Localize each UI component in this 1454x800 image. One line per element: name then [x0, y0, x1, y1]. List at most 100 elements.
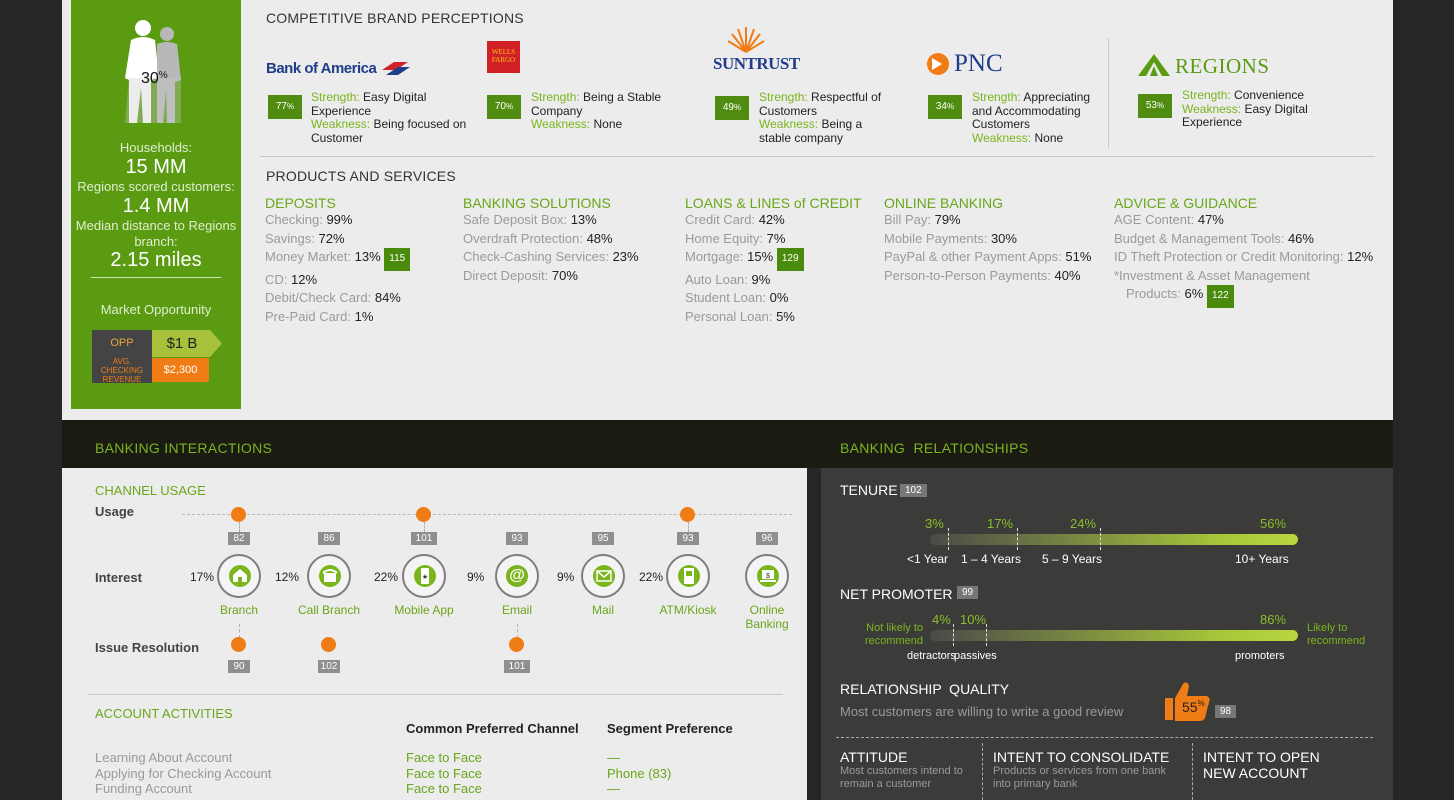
mobile-icon: ★ [414, 565, 436, 587]
svg-text:$: $ [766, 573, 770, 580]
index-badge: 122 [1206, 285, 1234, 308]
likely-label: Likely to recommend [1307, 622, 1366, 647]
issue-score: 90 [228, 660, 250, 673]
list-item: Credit Card: 42% [685, 212, 785, 227]
regions-logo: Regions [1175, 54, 1270, 78]
list-item: Debit/Check Card: 84% [265, 290, 401, 306]
banking-solutions-title: BANKING SOLUTIONS [463, 195, 611, 211]
channel-mail[interactable] [581, 554, 625, 598]
column-header-segment: Segment Preference [607, 721, 733, 736]
list-item: Money Market: 13% 115 [265, 248, 411, 271]
divider [88, 694, 783, 695]
connector [517, 624, 518, 638]
atm-icon [678, 565, 700, 587]
usage-label: Usage [95, 504, 135, 519]
channel-label: Call Branch [297, 603, 361, 617]
list-item: Checking: 99% [265, 212, 353, 227]
tick [1017, 528, 1018, 550]
market-summary-panel: 30% Households: 15 MM Regions scored cus… [71, 0, 241, 409]
interactions-title: BANKING INTERACTIONS [95, 440, 273, 456]
suntrust-logo: SunTrust [713, 54, 800, 73]
channel-usage-title: CHANNEL USAGE [95, 483, 206, 498]
opp-arrow [152, 330, 222, 357]
households-value: 15 MM [125, 156, 187, 178]
products-title: PRODUCTS AND SERVICES [266, 168, 456, 184]
promoter-label: passives [954, 650, 997, 662]
interest-percent: 22% [374, 570, 399, 584]
list-item: AGE Content: 47% [1114, 212, 1224, 227]
tenure-value: 56% [1260, 516, 1287, 531]
tenure-label: 10+ Years [1235, 552, 1289, 566]
issue-score: 101 [504, 660, 530, 673]
account-activities-title: ACCOUNT ACTIVITIES [95, 706, 233, 721]
distance-label: Median distance to Regions branch: [75, 218, 237, 249]
channel-branch[interactable] [217, 554, 261, 598]
tenure-value: 24% [1070, 516, 1097, 531]
opp-value: $1 B [166, 335, 198, 352]
channel-call-branch[interactable] [307, 554, 351, 598]
quality-value: 55% [1182, 699, 1205, 715]
table-cell: — [607, 781, 620, 796]
promoter-value: 86% [1260, 612, 1287, 627]
net-promoter-title: NET PROMOTER [840, 586, 953, 602]
divider [1108, 38, 1109, 148]
list-item: ID Theft Protection or Credit Monitoring… [1114, 249, 1374, 265]
usage-score: 101 [411, 532, 437, 545]
channel-mobile-app[interactable]: ★ [402, 554, 446, 598]
column-header-channel: Common Preferred Channel [406, 721, 579, 736]
branch-icon [229, 565, 251, 587]
bank-of-america-logo: Bank of America [266, 60, 377, 77]
brand-perceptions-title: COMPETITIVE BRAND PERCEPTIONS [266, 10, 524, 26]
promoter-value: 10% [960, 612, 987, 627]
table-cell: — [607, 750, 620, 765]
list-item: Person-to-Person Payments: 40% [884, 267, 1081, 283]
list-item: Home Equity: 7% [685, 230, 786, 246]
attitude-text: Most customers intend to remain a custom… [840, 765, 963, 790]
divider [1192, 743, 1193, 800]
distance-value: 2.15 miles [110, 249, 202, 271]
divider [982, 743, 983, 800]
channel-label: Branch [219, 603, 259, 617]
tick [1100, 528, 1101, 550]
table-row: Learning About Account [95, 750, 233, 765]
connector [239, 522, 240, 532]
pnc-logo: PNC [954, 50, 1003, 77]
top-panel [62, 0, 1393, 420]
activities-segments: — Phone (83) — [607, 750, 671, 797]
channel-atm-kiosk[interactable] [666, 554, 710, 598]
channel-label: ATM/Kiosk [659, 603, 717, 617]
pnc-score: 34% [928, 95, 962, 119]
bofa-score: 77% [268, 95, 302, 119]
channel-email[interactable]: @ [495, 554, 539, 598]
channel-online-banking[interactable]: $ [745, 554, 789, 598]
tenure-label: 5 – 9 Years [1042, 552, 1103, 566]
people-silhouette-icon [125, 20, 181, 123]
regions-logo-icon [1138, 54, 1170, 76]
regions-score: 53% [1138, 94, 1172, 118]
promoter-bar [930, 630, 1298, 641]
wells-score: 70% [487, 95, 521, 119]
table-cell: Face to Face [406, 765, 482, 781]
svg-text:★: ★ [422, 573, 428, 581]
connector [688, 522, 689, 532]
tick [953, 624, 954, 646]
scored-value: 1.4 MM [122, 195, 190, 217]
activities-labels: Learning About Account Applying for Chec… [95, 750, 271, 797]
envelope-icon [593, 565, 615, 587]
list-item: Check-Cashing Services: 23% [463, 249, 639, 265]
list-item: Products: 6% 122 [1114, 285, 1373, 308]
deposits-column: DEPOSITS Checking: 99% Savings: 72% Mone… [265, 195, 411, 327]
phone-icon [319, 565, 341, 587]
activities-channels: Face to Face Face to Face Face to Face [406, 750, 482, 797]
bofa-strength-weakness: Strength: Easy Digital Experience Weakne… [311, 90, 467, 145]
thumbs-up-icon [1165, 682, 1210, 721]
promoter-value: 4% [932, 612, 951, 627]
list-item: Auto Loan: 9% [685, 271, 771, 287]
household-percent: 30% [141, 70, 168, 87]
promoter-label: promoters [1235, 650, 1285, 662]
channel-label: Mobile App [394, 603, 454, 617]
tenure-value: 3% [925, 516, 944, 531]
usage-score: 96 [756, 532, 778, 545]
interest-label: Interest [95, 570, 142, 585]
usage-dot [416, 507, 431, 522]
